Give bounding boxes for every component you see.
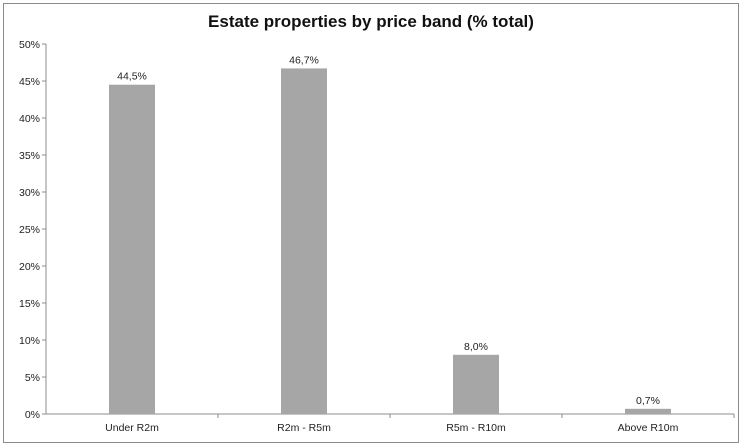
data-label: 8,0% bbox=[464, 341, 488, 353]
y-tick-label: 45% bbox=[19, 76, 40, 88]
y-tick-label: 0% bbox=[25, 409, 40, 421]
data-label: 0,7% bbox=[636, 395, 660, 407]
y-tick-label: 50% bbox=[19, 39, 40, 51]
category-label: Under R2m bbox=[105, 422, 159, 434]
y-tick-label: 25% bbox=[19, 224, 40, 236]
bar bbox=[453, 354, 499, 414]
data-label: 46,7% bbox=[289, 54, 319, 66]
y-tick-label: 10% bbox=[19, 335, 40, 347]
y-tick-label: 30% bbox=[19, 187, 40, 199]
category-label: Above R10m bbox=[618, 422, 679, 434]
category-label: R2m - R5m bbox=[277, 422, 331, 434]
y-tick-label: 20% bbox=[19, 261, 40, 273]
bar bbox=[109, 84, 155, 414]
y-tick-label: 15% bbox=[19, 298, 40, 310]
data-label: 44,5% bbox=[117, 71, 147, 83]
bar-chart: 0% 5% 10% 15% 20% 25% 30% 35% 40% 45% 50% 44,5% Unde… bbox=[19, 39, 735, 434]
bar bbox=[281, 68, 327, 415]
chart-title: Estate properties by price band (% total… bbox=[208, 12, 534, 31]
y-tick-label: 5% bbox=[25, 372, 40, 384]
y-tick-label: 40% bbox=[19, 113, 40, 125]
chart-frame: Estate properties by price band (% total… bbox=[3, 3, 739, 443]
y-tick-label: 35% bbox=[19, 150, 40, 162]
category-label: R5m - R10m bbox=[446, 422, 506, 434]
bar bbox=[625, 408, 671, 414]
